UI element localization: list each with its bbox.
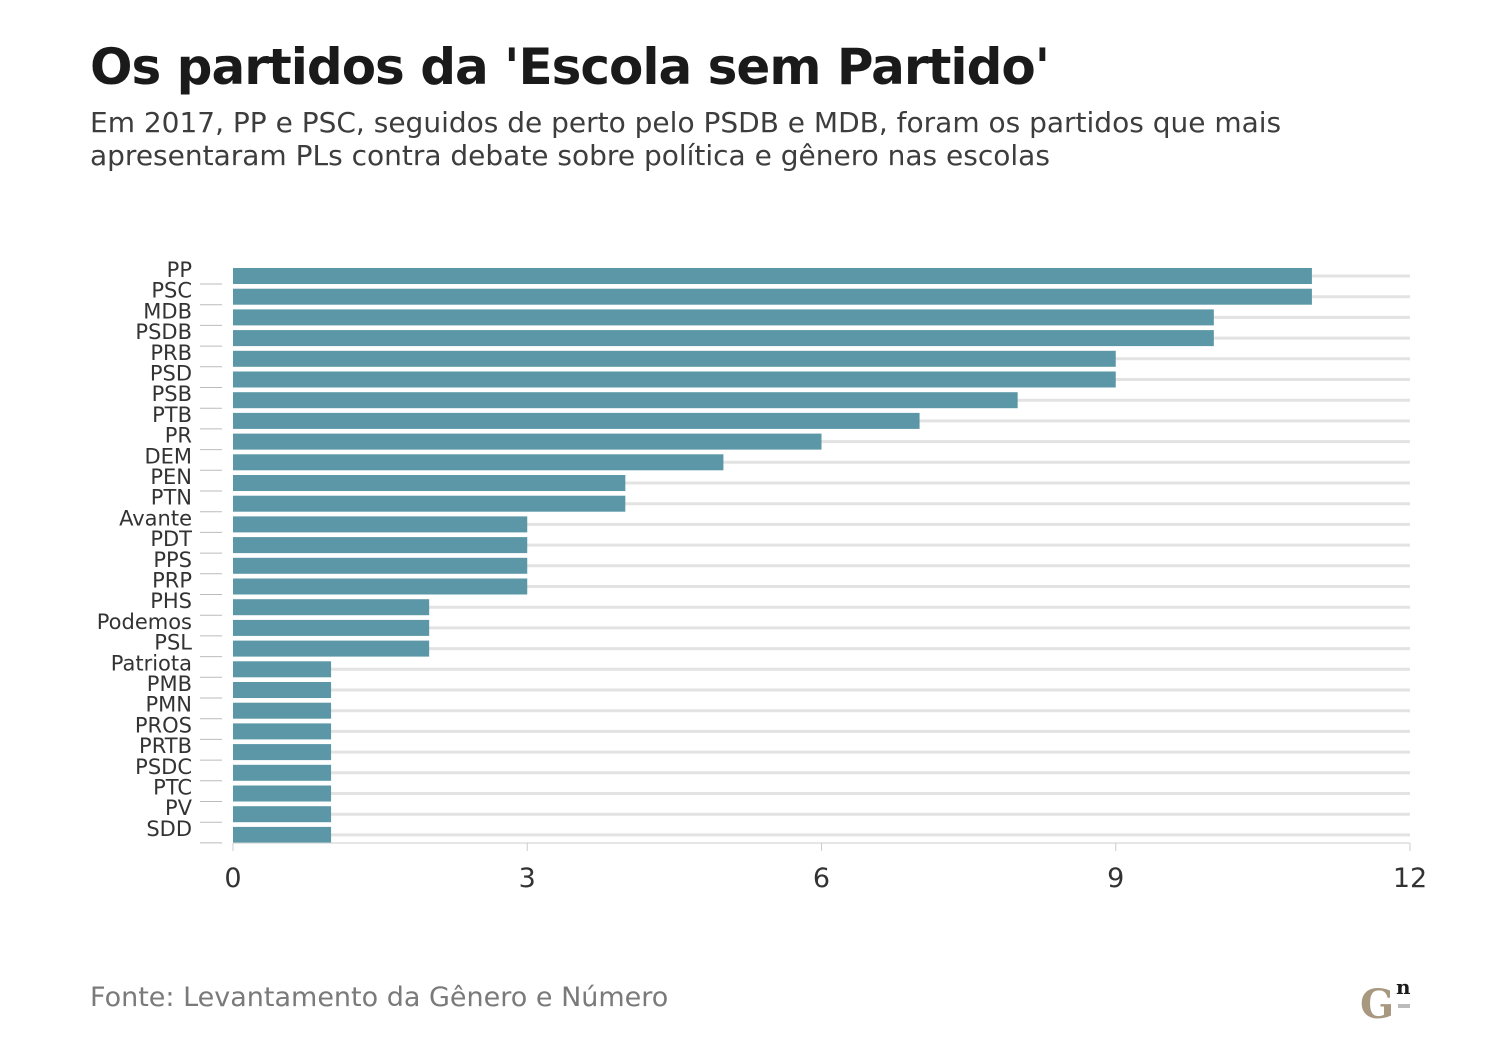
- bar: [233, 537, 528, 554]
- bar: [233, 475, 626, 491]
- x-tick-label: 0: [224, 863, 241, 894]
- category-label: PMN: [146, 693, 193, 717]
- category-label: PEN: [150, 465, 192, 489]
- category-label: PDT: [150, 527, 192, 551]
- bar: [233, 268, 1312, 284]
- bar: [233, 371, 1116, 388]
- bar: [233, 599, 430, 616]
- bar: [233, 516, 528, 533]
- category-label: PTN: [151, 486, 192, 510]
- bar: [233, 433, 822, 450]
- category-label: PSD: [150, 362, 192, 386]
- category-label: PROS: [135, 713, 192, 737]
- bars: [233, 268, 1312, 843]
- category-label: PV: [165, 796, 193, 820]
- genero-numero-logo: G n: [1360, 976, 1411, 1022]
- category-label: PSDB: [135, 320, 192, 344]
- category-label: DEM: [144, 444, 192, 468]
- bar: [233, 785, 332, 802]
- category-label: Patriota: [111, 651, 192, 675]
- x-tick-label: 3: [519, 863, 536, 894]
- category-label: PP: [167, 258, 192, 282]
- bar: [233, 619, 430, 636]
- source-note: Fonte: Levantamento da Gênero e Número: [90, 982, 669, 1013]
- chart-subtitle: Em 2017, PP e PSC, seguidos de perto pel…: [90, 106, 1282, 172]
- category-label: PSB: [152, 382, 192, 406]
- bar: [233, 330, 1214, 347]
- category-label: SDD: [146, 817, 192, 841]
- bar: [233, 661, 332, 678]
- bar: [233, 806, 332, 823]
- bar: [233, 723, 332, 740]
- category-label: PSDC: [135, 755, 192, 779]
- category-label: PSL: [154, 631, 192, 655]
- x-tick-label: 12: [1393, 863, 1427, 894]
- category-label: PPS: [153, 548, 192, 572]
- x-axis: 0 3 6 9 12: [224, 842, 1427, 894]
- category-label: PTB: [152, 403, 192, 427]
- category-label: PMB: [147, 672, 192, 696]
- bar: [233, 682, 332, 698]
- category-label: PRTB: [139, 734, 192, 758]
- bar: [233, 744, 332, 761]
- bar: [233, 288, 1312, 305]
- chart-title: Os partidos da 'Escola sem Partido': [90, 38, 1050, 96]
- bar: [233, 826, 332, 843]
- bar: [233, 578, 528, 595]
- bar: [233, 557, 528, 574]
- bar: [233, 454, 724, 471]
- category-label: PTC: [153, 776, 192, 800]
- category-label: PR: [165, 424, 192, 448]
- x-tick-label: 6: [813, 863, 830, 894]
- category-label: PRP: [152, 569, 192, 593]
- x-tick-label: 9: [1107, 863, 1124, 894]
- category-label: PHS: [150, 589, 192, 613]
- bar: [233, 412, 920, 429]
- category-labels: PPPSCMDBPSDBPRBPSDPSBPTBPRDEMPENPTNAvant…: [97, 258, 193, 841]
- bar: [233, 702, 332, 719]
- category-label: MDB: [143, 299, 192, 323]
- bar: [233, 495, 626, 512]
- category-label: Podemos: [97, 610, 192, 634]
- category-label: Avante: [119, 506, 192, 530]
- svg-text:n: n: [1396, 976, 1411, 999]
- bar: [233, 764, 332, 781]
- category-label: PSC: [151, 279, 192, 303]
- svg-text:G: G: [1360, 981, 1394, 1022]
- bar: [233, 350, 1116, 367]
- category-label: PRB: [150, 341, 192, 365]
- bar: [233, 640, 430, 657]
- bar: [233, 392, 1018, 409]
- bar: [233, 309, 1214, 326]
